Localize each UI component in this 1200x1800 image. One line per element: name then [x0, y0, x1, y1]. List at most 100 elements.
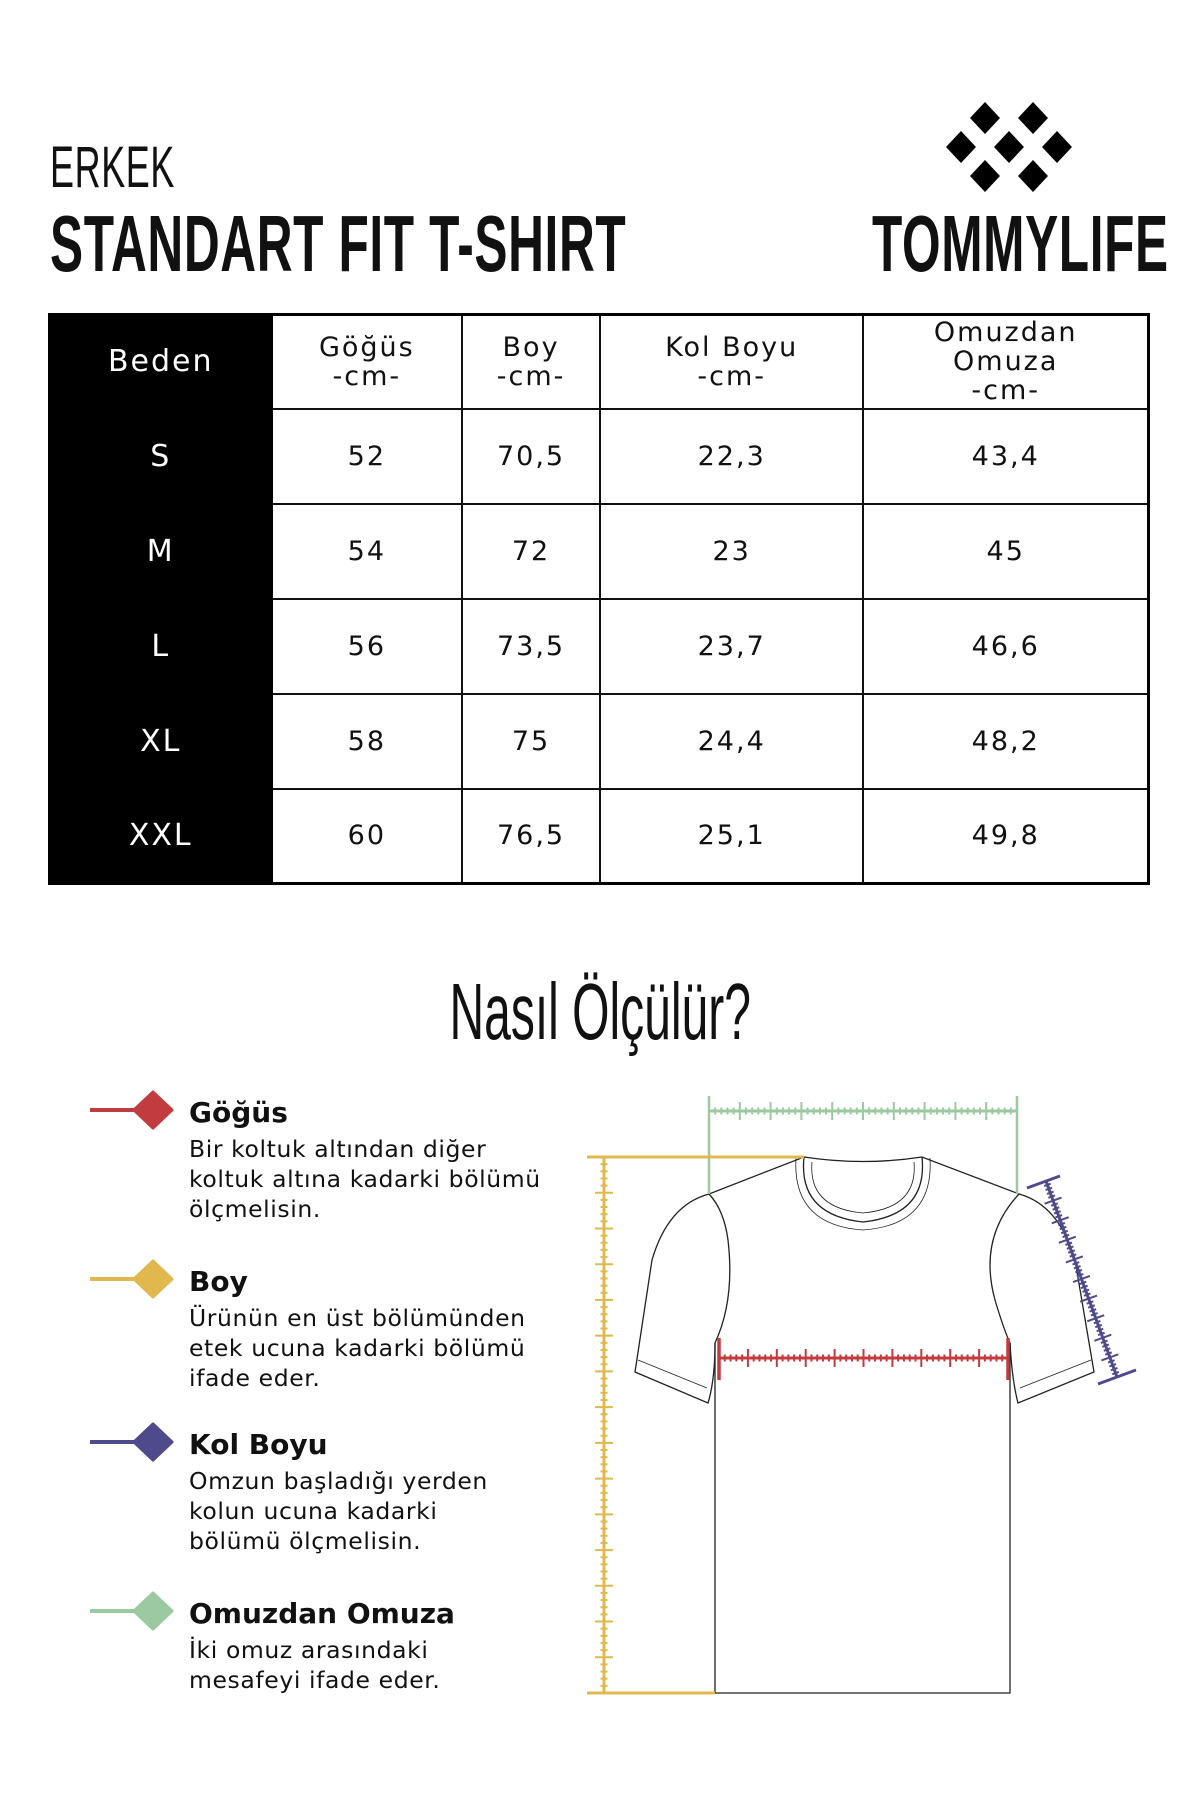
sleeve-ruler-tick	[1060, 1229, 1069, 1235]
legend-title: Göğüs	[189, 1096, 288, 1129]
sleeve-ruler-tick	[1086, 1300, 1094, 1305]
table-row: S 52 70,5 22,3 43,4	[48, 407, 1150, 505]
cell-kol_boyu: 22,3	[598, 407, 865, 505]
table-header-row: Beden Göğüs -cm- Boy -cm- Kol Boyu -cm- Omu…	[48, 313, 1150, 410]
sleeve-ruler-tick	[1073, 1265, 1081, 1270]
cell-kol_boyu: 23,7	[598, 597, 865, 695]
sleeve-ruler-tick	[1103, 1347, 1111, 1352]
legend-description: Omzun başladığı yerden kolun ucuna kadark…	[189, 1467, 488, 1555]
sleeve-ruler-tick	[1100, 1339, 1108, 1344]
sleeve-ruler-tick	[1072, 1261, 1080, 1266]
sleeve-ruler-tick	[1102, 1343, 1110, 1348]
diamond-marker-icon	[90, 1591, 174, 1631]
sleeve-ruler-tick	[1087, 1304, 1096, 1309]
sleeve-ruler-tick	[1108, 1372, 1126, 1382]
column-header-beden: Beden	[48, 313, 273, 410]
diamond-marker-icon	[90, 1422, 174, 1462]
sleeve-ruler-tick	[1065, 1241, 1073, 1246]
column-header-gogus: Göğüs -cm-	[270, 313, 464, 410]
cell-boy: 73,5	[461, 597, 601, 695]
sleeve-ruler-tick	[1058, 1235, 1077, 1244]
sleeve-ruler-tick	[1079, 1280, 1087, 1286]
sleeve-ruler-tick	[1101, 1353, 1119, 1362]
table-row: M 54 72 23 45	[48, 502, 1150, 600]
sleeve-ruler-tick	[1094, 1323, 1103, 1329]
table-row: XL 58 75 24,4 48,2	[48, 692, 1150, 790]
sleeve-ruler-tick	[1076, 1272, 1084, 1278]
cell-boy: 76,5	[461, 787, 601, 885]
sleeve-ruler-tick	[1065, 1255, 1084, 1264]
cell-omuz: 49,8	[862, 787, 1150, 885]
cell-gogus: 58	[270, 692, 464, 790]
size-label: XXL	[48, 787, 273, 885]
legend-description: Ürünün en üst bölümünden etek ucuna kadar…	[189, 1304, 526, 1392]
column-header-kol-boyu: Kol Boyu -cm-	[598, 313, 865, 410]
size-table: Beden Göğüs -cm- Boy -cm- Kol Boyu -cm- Omu…	[48, 313, 1150, 885]
size-label: S	[48, 407, 273, 505]
sleeve-ruler-tick	[1051, 1216, 1070, 1225]
cell-gogus: 54	[270, 502, 464, 600]
size-label: L	[48, 597, 273, 695]
how-to-measure-title: Nasıl Ölçülür?	[449, 967, 751, 1056]
sleeve-ruler-tick	[1055, 1214, 1063, 1219]
cell-gogus: 60	[270, 787, 464, 885]
table-row: XXL 60 76,5 25,1 49,8	[48, 787, 1150, 885]
size-label: XL	[48, 692, 273, 790]
sleeve-ruler-tick	[1079, 1294, 1098, 1303]
sleeve-ruler-tick	[1066, 1245, 1074, 1250]
sleeve-ruler-tick	[1075, 1269, 1083, 1274]
sleeve-ruler-tick	[1045, 1186, 1053, 1191]
cell-omuz: 48,2	[862, 692, 1150, 790]
diamond-cluster-logo-icon	[946, 102, 1072, 192]
legend-title: Boy	[189, 1265, 248, 1298]
sleeve-ruler-tick	[1093, 1319, 1101, 1325]
sleeve-ruler-tick	[1083, 1292, 1091, 1297]
cell-kol_boyu: 25,1	[598, 787, 865, 885]
sleeve-ruler-tick	[1090, 1312, 1098, 1317]
cell-boy: 75	[461, 692, 601, 790]
sleeve-ruler-tick	[1096, 1327, 1104, 1333]
legend-description: İki omuz arasındaki mesafeyi ifade eder.	[189, 1636, 441, 1694]
sleeve-ruler-tick	[1046, 1190, 1054, 1195]
sleeve-ruler-tick	[1086, 1314, 1105, 1323]
sleeve-ruler-tick	[1059, 1225, 1067, 1231]
cell-gogus: 56	[270, 597, 464, 695]
cell-boy: 70,5	[461, 407, 601, 505]
sleeve-ruler-tick	[1107, 1359, 1115, 1364]
sleeve-ruler-tick	[1037, 1176, 1055, 1186]
sleeve-ruler-tick	[1048, 1194, 1056, 1199]
sleeve-ruler-tick	[1097, 1331, 1106, 1337]
brand-name: TOMMYLIFE	[872, 199, 1169, 288]
cell-kol_boyu: 23	[598, 502, 865, 600]
diamond-marker-icon	[90, 1090, 174, 1130]
sleeve-ruler-tick	[1080, 1284, 1088, 1289]
cell-gogus: 52	[270, 407, 464, 505]
legend-title: Omuzdan Omuza	[189, 1597, 455, 1630]
sleeve-ruler-tick	[1109, 1363, 1117, 1368]
cell-omuz: 43,4	[862, 407, 1150, 505]
legend-description: Bir koltuk altından diğer koltuk altına k…	[189, 1135, 541, 1223]
cell-kol_boyu: 24,4	[598, 692, 865, 790]
cell-omuz: 45	[862, 502, 1150, 600]
sleeve-ruler-tick	[1089, 1308, 1097, 1313]
sleeve-ruler-tick	[1062, 1233, 1070, 1239]
category-label: ERKEK	[50, 135, 176, 200]
sleeve-ruler-tick	[1069, 1253, 1077, 1258]
table-row: L 56 73,5 23,7 46,6	[48, 597, 1150, 695]
sleeve-ruler-tick	[1050, 1202, 1059, 1207]
size-label: M	[48, 502, 273, 600]
sleeve-ruler-tick	[1072, 1274, 1091, 1284]
page-title: STANDART FIT T-SHIRT	[50, 199, 627, 288]
sleeve-ruler-tick	[1053, 1210, 1061, 1215]
column-header-omuz: Omuzdan Omuza -cm-	[862, 313, 1150, 410]
sleeve-ruler-tick	[1057, 1221, 1066, 1227]
sleeve-ruler-tick	[1111, 1370, 1120, 1376]
sleeve-ruler-tick	[1067, 1249, 1076, 1254]
sleeve-ruler-tick	[1104, 1351, 1113, 1356]
sleeve-ruler-tick	[1052, 1206, 1060, 1211]
legend-title: Kol Boyu	[189, 1428, 328, 1461]
sleeve-ruler-tick	[1093, 1333, 1112, 1342]
sleeve-ruler-tick	[1082, 1288, 1090, 1293]
sleeve-ruler-tick	[1110, 1367, 1118, 1372]
